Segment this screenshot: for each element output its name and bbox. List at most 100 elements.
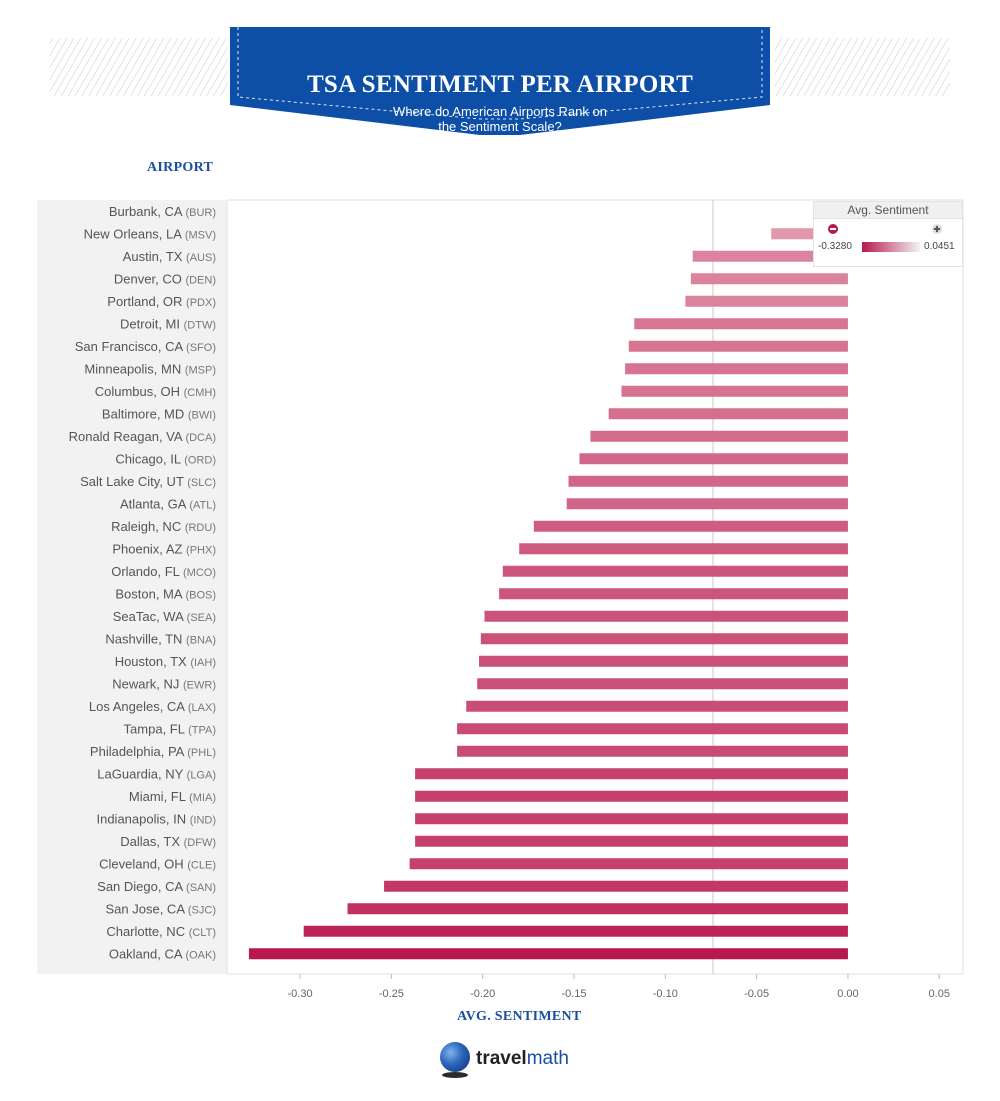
bar bbox=[519, 543, 848, 555]
bar bbox=[566, 498, 848, 510]
x-tick-label: -0.15 bbox=[561, 988, 586, 1000]
category-label: Tampa, FL (TPA) bbox=[124, 721, 216, 736]
header-hatch-left bbox=[50, 38, 228, 96]
x-tick-label: -0.10 bbox=[653, 988, 678, 1000]
bar bbox=[608, 408, 848, 420]
bar bbox=[625, 363, 848, 375]
category-label: Orlando, FL (MCO) bbox=[111, 564, 216, 579]
bar bbox=[303, 925, 848, 937]
header-hatch-right bbox=[775, 38, 950, 96]
category-label: Minneapolis, MN (MSP) bbox=[84, 361, 216, 376]
legend-max-label: 0.0451 bbox=[924, 241, 955, 252]
x-axis-heading: AVG. SENTIMENT bbox=[457, 1009, 582, 1024]
bar bbox=[415, 790, 848, 802]
category-label: Charlotte, NC (CLT) bbox=[106, 924, 216, 939]
x-tick-label: -0.25 bbox=[379, 988, 404, 1000]
category-label: Chicago, IL (ORD) bbox=[115, 451, 216, 466]
bar bbox=[415, 813, 848, 825]
bar bbox=[685, 295, 848, 307]
plus-circle-icon bbox=[932, 224, 942, 234]
category-label: Oakland, CA (OAK) bbox=[109, 946, 216, 961]
bar bbox=[634, 318, 848, 330]
chart-subtitle: Where do American Airports Rank on the S… bbox=[230, 104, 770, 134]
legend-gradient bbox=[862, 242, 920, 252]
bar bbox=[568, 475, 848, 487]
plot-area bbox=[226, 199, 964, 975]
category-labels: Burbank, CA (BUR) New Orleans, LA (MSV) Au… bbox=[69, 204, 216, 962]
category-label: Houston, TX (IAH) bbox=[115, 654, 216, 669]
category-label: Indianapolis, IN (IND) bbox=[96, 811, 216, 826]
bar bbox=[692, 250, 848, 262]
category-label: Salt Lake City, UT (SLC) bbox=[80, 474, 216, 489]
bar bbox=[499, 588, 848, 600]
x-tick-label: -0.30 bbox=[288, 988, 313, 1000]
bar bbox=[484, 610, 848, 622]
category-label: Miami, FL (MIA) bbox=[129, 789, 216, 804]
category-label: LaGuardia, NY (LGA) bbox=[97, 766, 216, 781]
bar bbox=[477, 678, 848, 690]
label-panel bbox=[37, 200, 227, 974]
category-label: Cleveland, OH (CLE) bbox=[99, 856, 216, 871]
category-label: Burbank, CA (BUR) bbox=[109, 204, 216, 219]
bar bbox=[480, 633, 848, 645]
x-tick-label: 0.05 bbox=[929, 988, 950, 1000]
chart-title: TSA SENTIMENT PER AIRPORT bbox=[306, 71, 694, 98]
bar bbox=[533, 520, 848, 532]
category-label: Nashville, TN (BNA) bbox=[105, 631, 216, 646]
logo-text-regular: math bbox=[526, 1048, 569, 1069]
category-label: Boston, MA (BOS) bbox=[115, 586, 216, 601]
bar bbox=[466, 700, 848, 712]
bar bbox=[457, 723, 848, 735]
y-axis-heading: AIRPORT bbox=[147, 160, 214, 175]
x-tick-label: -0.20 bbox=[470, 988, 495, 1000]
logo-text-bold: travel bbox=[476, 1048, 527, 1069]
x-axis-ticks: -0.30 -0.25 -0.20 -0.15 -0.10 -0.05 0.00 0.05 bbox=[288, 974, 950, 1000]
category-label: Los Angeles, CA (LAX) bbox=[89, 699, 216, 714]
bar bbox=[347, 903, 848, 915]
bar bbox=[621, 385, 848, 397]
category-label: SeaTac, WA (SEA) bbox=[113, 609, 216, 624]
x-tick-label: 0.00 bbox=[837, 988, 858, 1000]
category-label: Columbus, OH (CMH) bbox=[95, 384, 216, 399]
bar bbox=[502, 565, 848, 577]
category-label: Austin, TX (AUS) bbox=[123, 249, 216, 264]
bar bbox=[248, 948, 848, 960]
globe-icon bbox=[440, 1042, 470, 1072]
category-label: Philadelphia, PA (PHL) bbox=[90, 744, 216, 759]
chart-subtitle-line-1: Where do American Airports Rank on bbox=[393, 104, 607, 119]
category-label: Atlanta, GA (ATL) bbox=[120, 496, 216, 511]
bar bbox=[479, 655, 848, 667]
bar bbox=[690, 273, 848, 285]
legend-title: Avg. Sentiment bbox=[814, 202, 962, 219]
category-label: Denver, CO (DEN) bbox=[114, 271, 216, 286]
logo-text: travelmath bbox=[476, 1048, 569, 1070]
legend-min-label: -0.3280 bbox=[818, 241, 852, 252]
bar bbox=[771, 228, 848, 240]
color-legend: Avg. Sentiment -0.3280 0.0451 bbox=[813, 201, 963, 267]
bar bbox=[457, 745, 848, 757]
category-label: Phoenix, AZ (PHX) bbox=[112, 541, 216, 556]
bars-layer bbox=[248, 205, 931, 960]
logo-swoosh bbox=[442, 1072, 468, 1078]
category-label: Newark, NJ (EWR) bbox=[112, 676, 216, 691]
bar bbox=[590, 430, 848, 442]
x-tick-label: -0.05 bbox=[744, 988, 769, 1000]
category-label: San Jose, CA (SJC) bbox=[106, 901, 217, 916]
category-label: Detroit, MI (DTW) bbox=[120, 316, 216, 331]
chart-subtitle-line-2: the Sentiment Scale? bbox=[438, 119, 562, 134]
category-label: San Francisco, CA (SFO) bbox=[75, 339, 216, 354]
category-label: Baltimore, MD (BWI) bbox=[102, 406, 216, 421]
banner-shape bbox=[230, 27, 770, 135]
title-banner: TSA SENTIMENT PER AIRPORT Where do Ameri… bbox=[230, 27, 770, 135]
bar bbox=[579, 453, 848, 465]
category-label: Portland, OR (PDX) bbox=[107, 294, 216, 309]
minus-circle-icon bbox=[828, 224, 838, 234]
bar bbox=[415, 768, 848, 780]
category-label: Dallas, TX (DFW) bbox=[120, 834, 216, 849]
category-label: Raleigh, NC (RDU) bbox=[111, 519, 216, 534]
category-label: New Orleans, LA (MSV) bbox=[84, 226, 216, 241]
category-label: Ronald Reagan, VA (DCA) bbox=[69, 429, 216, 444]
bar bbox=[628, 340, 848, 352]
bar bbox=[384, 880, 848, 892]
